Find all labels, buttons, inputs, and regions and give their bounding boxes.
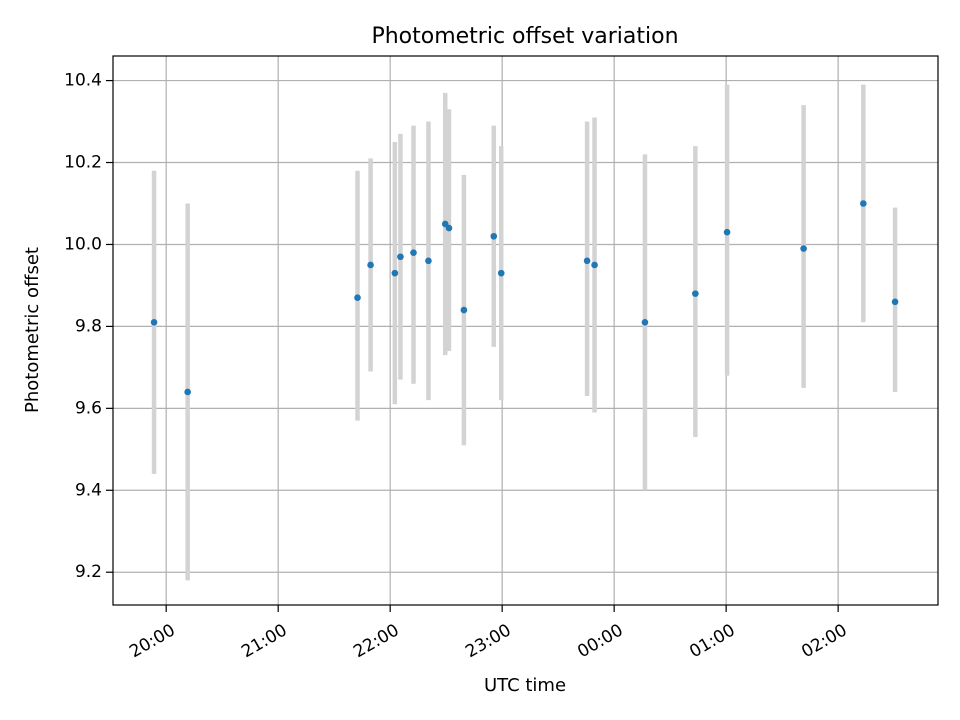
- data-point: [497, 269, 505, 277]
- y-tick-label: 9.4: [75, 480, 102, 500]
- y-tick-label: 10.4: [64, 71, 102, 91]
- data-point: [490, 232, 498, 240]
- data-point: [800, 245, 807, 252]
- data-points: [150, 200, 899, 396]
- data-point: [410, 249, 417, 256]
- data-point: [723, 228, 731, 236]
- y-tick-label: 10.0: [64, 234, 102, 254]
- data-point: [460, 306, 468, 314]
- x-axis-label: UTC time: [484, 675, 566, 696]
- data-point: [367, 261, 374, 269]
- chart-title: Photometric offset variation: [371, 24, 678, 49]
- data-point: [425, 257, 432, 265]
- y-axis-ticks: 9.2 9.4 9.6 9.8 10.0 10.2 10.4: [64, 71, 113, 582]
- y-tick-label: 9.8: [75, 316, 102, 336]
- data-point: [860, 200, 867, 207]
- y-tick-label: 9.6: [75, 398, 102, 418]
- y-axis-label: Photometric offset: [22, 247, 43, 413]
- data-point: [583, 257, 591, 265]
- data-point: [184, 388, 191, 396]
- data-point: [591, 261, 598, 269]
- data-point: [391, 269, 399, 277]
- data-point: [445, 224, 453, 232]
- data-point: [354, 294, 361, 302]
- data-point: [891, 298, 899, 306]
- data-point: [150, 319, 158, 326]
- y-tick-label: 9.2: [75, 562, 102, 582]
- y-tick-label: 10.2: [64, 153, 102, 173]
- plot-frame: [112, 55, 939, 606]
- data-point: [641, 319, 649, 326]
- data-point: [397, 253, 404, 261]
- data-point: [692, 290, 699, 297]
